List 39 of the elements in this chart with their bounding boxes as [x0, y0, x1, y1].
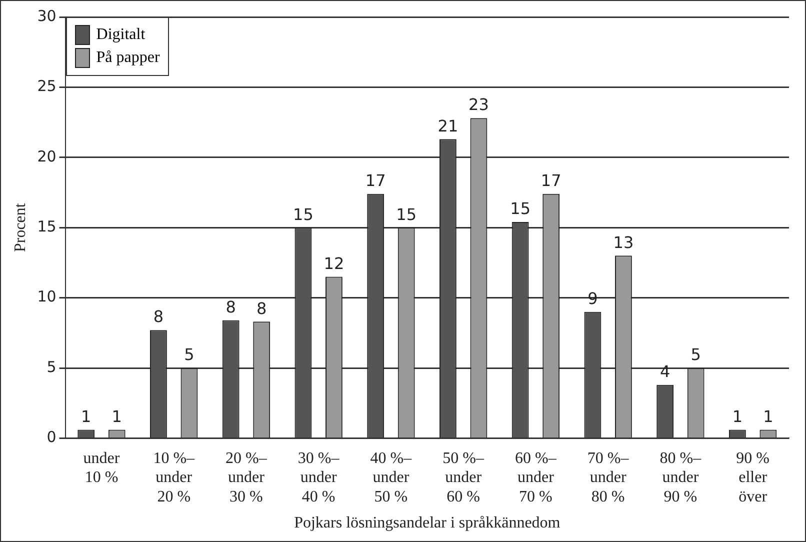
data-label: 8 [256, 298, 267, 318]
data-label: 15 [396, 204, 417, 224]
legend-label: Digitalt [96, 26, 146, 44]
data-label: 1 [763, 406, 774, 426]
x-tick-label: 60 %– under 70 % [515, 450, 558, 506]
data-label: 13 [613, 232, 634, 252]
y-axis-title: Procent [12, 202, 29, 252]
x-axis-title: Pojkars lösningsandelar i språkkännedom [294, 514, 561, 532]
x-tick-label: 50 %– under 60 % [442, 450, 485, 506]
data-label: 8 [226, 297, 236, 316]
legend-label: På papper [96, 49, 160, 67]
y-tick-label: 30 [37, 6, 56, 25]
y-tick-label: 25 [37, 77, 56, 96]
x-tick-label: 10 %– under 20 % [153, 450, 196, 506]
x-tick-label: 20 %– under 30 % [226, 450, 268, 506]
x-tick-label: 90 % eller över [736, 450, 770, 506]
data-label: 12 [324, 254, 344, 273]
data-label: 5 [184, 345, 194, 364]
data-label: 15 [293, 204, 314, 224]
data-label: 5 [690, 345, 701, 364]
data-label: 17 [365, 171, 386, 190]
data-label: 21 [438, 116, 458, 136]
data-label: 17 [540, 171, 562, 190]
y-tick-label: 5 [46, 358, 56, 376]
x-tick-label: 40 %– under 50 % [370, 450, 413, 506]
y-tick-label: 15 [37, 217, 56, 236]
data-label: 1 [81, 406, 92, 426]
x-tick-label: under 10 % [83, 450, 120, 486]
x-tick-label: 70 %– under 80 % [587, 450, 630, 506]
data-label: 23 [468, 95, 489, 114]
y-tick-label: 20 [37, 147, 56, 166]
data-label: 8 [153, 307, 164, 326]
data-label: 1 [112, 406, 122, 426]
x-tick-label: 80 %– under 90 % [660, 450, 702, 506]
data-label: 15 [510, 199, 530, 218]
data-label: 1 [732, 406, 743, 426]
x-tick-label: 30 %– under 40 % [298, 450, 340, 506]
y-tick-label: 0 [46, 428, 56, 446]
y-tick-label: 10 [37, 288, 56, 306]
